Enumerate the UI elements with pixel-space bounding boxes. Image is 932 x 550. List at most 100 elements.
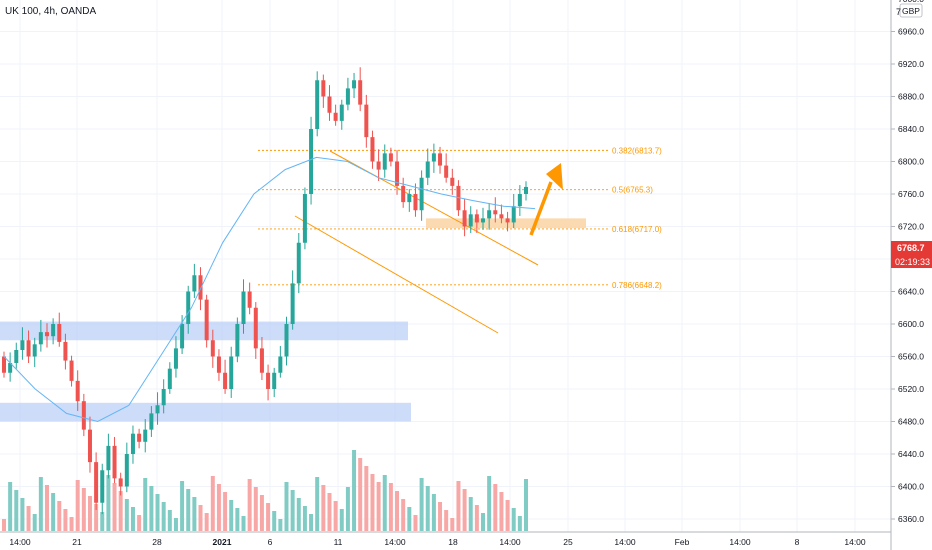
volume-bar <box>229 500 234 531</box>
volume-bar <box>388 483 393 531</box>
volume-bar <box>167 510 172 531</box>
volume-bar <box>51 493 56 531</box>
current-price-tag: 6768.7 02:19:33 <box>891 241 932 268</box>
time-tick-label: 25 <box>563 537 573 547</box>
volume-bar <box>419 478 424 531</box>
candle-body <box>259 348 264 373</box>
time-tick-label: 8 <box>795 537 800 547</box>
volume-bar <box>216 484 221 531</box>
candle-body <box>94 462 99 503</box>
candle-body <box>57 324 62 342</box>
candle-body <box>339 104 344 121</box>
candle-body <box>241 291 246 324</box>
price-tick-label: 6600.0 <box>898 319 924 329</box>
volume-bar <box>278 519 283 531</box>
price-axis[interactable]: 6360.0 6400.0 6440.0 6480.0 6520.0 6560.0 6600… <box>891 0 924 524</box>
volume-bar <box>296 498 301 531</box>
volume-bar <box>352 450 357 531</box>
candle-body <box>155 405 160 414</box>
fib-level-label: 0.382(6813.7) <box>612 146 662 155</box>
candle-body <box>192 275 197 292</box>
volume-bar <box>358 458 363 531</box>
candle-body <box>112 445 117 479</box>
candle-body <box>450 177 455 186</box>
time-tick-label: 6 <box>268 537 273 547</box>
volume-bar <box>241 516 246 531</box>
candle-body <box>487 210 492 219</box>
volume-bar <box>155 494 160 531</box>
candle-body <box>247 291 252 308</box>
candle-body <box>130 433 135 454</box>
candle-body <box>124 454 129 487</box>
top-partial-price: 7 <box>896 7 901 17</box>
volume-bar <box>444 510 449 531</box>
volume-bar <box>100 512 105 531</box>
candle-body <box>333 112 338 121</box>
candle-body <box>118 478 123 487</box>
volume-bar <box>198 505 203 531</box>
fib-level-label: 0.618(6717.0) <box>612 225 662 234</box>
time-axis[interactable]: 14:00 21 28 2021 6 11 14:00 18 14:00 25 14:00 Feb 14… <box>9 537 866 547</box>
price-tick-label: 6480.0 <box>898 417 924 427</box>
volume-bar <box>149 486 154 531</box>
candle-body <box>137 433 142 442</box>
candle-body <box>106 445 111 471</box>
volume-bar <box>32 514 37 531</box>
volume-bar <box>474 505 479 531</box>
volume-bar <box>180 481 185 531</box>
volume-bar <box>186 489 191 531</box>
candle-body <box>87 429 92 463</box>
candle-body <box>44 332 49 337</box>
volume-bar <box>462 489 467 531</box>
volume-bar <box>315 477 320 531</box>
price-tick-label: 6520.0 <box>898 384 924 394</box>
time-tick-label: 21 <box>72 537 82 547</box>
time-tick-label: 11 <box>334 537 343 547</box>
candle-body <box>272 372 277 389</box>
candle-body <box>352 80 357 89</box>
candle-body <box>462 210 467 227</box>
breakout-arrow <box>529 163 563 236</box>
volume-bar <box>44 485 49 531</box>
volume-bar <box>112 483 117 531</box>
price-tick-label: 6880.0 <box>898 92 924 102</box>
price-tick-label: 6640.0 <box>898 287 924 297</box>
volume-bar <box>161 502 166 531</box>
candle-body <box>474 214 479 223</box>
support-zones <box>0 218 586 422</box>
candle-body <box>75 380 80 402</box>
volume-bar <box>14 490 19 531</box>
price-tick-label: 6960.0 <box>898 27 924 37</box>
volume-bar <box>517 516 522 531</box>
price-tick-label: 6400.0 <box>898 482 924 492</box>
volume-bar <box>210 476 215 531</box>
time-tick-label: 14:00 <box>384 537 406 547</box>
volume-bar <box>413 515 418 531</box>
candle-body <box>223 372 228 389</box>
price-tick-label: 6800.0 <box>898 157 924 167</box>
candle-body <box>468 214 473 227</box>
candle-body <box>511 206 516 223</box>
volume-bar <box>327 493 332 531</box>
volume-bar <box>259 495 264 531</box>
price-tick-label: 7000.0 <box>898 0 924 4</box>
support-zone-lower <box>0 402 411 422</box>
candle-body <box>81 401 86 430</box>
volume-bar <box>223 492 228 531</box>
candle-body <box>8 363 13 373</box>
volume-bar <box>481 513 486 531</box>
price-tick-label: 6760.0 <box>898 189 924 199</box>
volume-bar <box>137 515 142 531</box>
candle-body <box>395 161 400 186</box>
price-tick-label: 6560.0 <box>898 352 924 362</box>
candle-body <box>149 413 154 430</box>
bar-countdown-label: 02:19:33 <box>895 257 930 267</box>
candle-body <box>186 291 191 324</box>
candle-body <box>309 129 314 194</box>
arrow-shaft <box>529 181 553 236</box>
candle-body <box>302 194 307 243</box>
volume-bar <box>401 499 406 531</box>
volume-bar <box>284 482 289 531</box>
volume-bar <box>247 479 252 531</box>
